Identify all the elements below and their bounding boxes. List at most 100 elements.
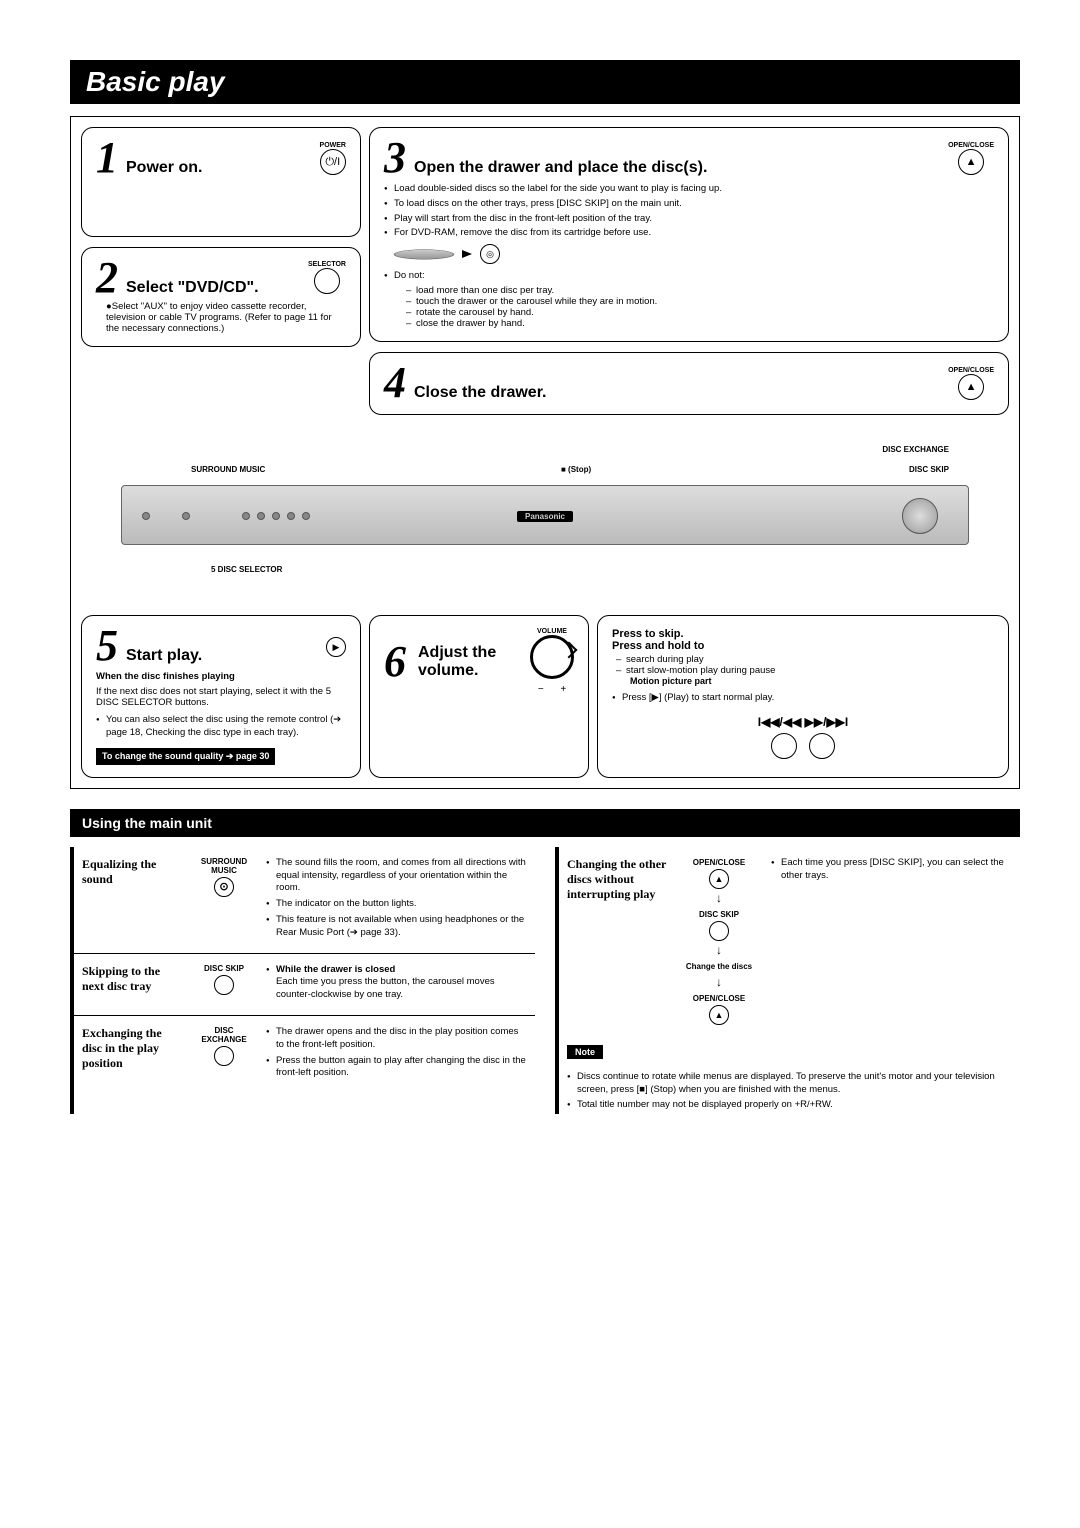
disc-image (391, 250, 457, 260)
selector-icon (314, 268, 340, 294)
device-btn-2 (182, 512, 190, 520)
step-6-title: Adjust the volume. (418, 644, 522, 679)
sound-quality-ref: To change the sound quality ➔ page 30 (96, 748, 275, 765)
volume-scale: − + (530, 684, 574, 695)
skip-direction-icons: I◀◀/◀◀ ▶▶/▶▶I (612, 715, 994, 729)
mu-eq-b2: The indicator on the button lights. (266, 898, 527, 911)
mu-skip-text: While the drawer is closed Each time you… (266, 964, 527, 1002)
device-disc-btn-1 (242, 512, 250, 520)
step-3-bullets: Load double-sided discs so the label for… (384, 183, 994, 240)
step-3-b4: For DVD-RAM, remove the disc from its ca… (384, 227, 994, 240)
step-6-box: 6 Adjust the volume. VOLUME − + (369, 615, 589, 778)
step-2-box: 2 Select "DVD/CD". SELECTOR ●Select "AUX… (81, 247, 361, 347)
donot-4: close the drawer by hand. (406, 318, 994, 329)
open-close-icon-1: ▲ (958, 149, 984, 175)
selector-label: SELECTOR (308, 261, 346, 268)
device-disc-btn-3 (272, 512, 280, 520)
donot-2: touch the drawer or the carousel while t… (406, 296, 994, 307)
content-frame: 1 Power on. POWER ⏻/I 2 Selec (70, 116, 1020, 789)
flow-arrow-1: ↓ (679, 889, 759, 908)
flow-eject-icon-2: ▲ (709, 1005, 729, 1025)
main-unit-grid: Equalizing the sound SURROUND MUSIC ⊙ Th… (70, 847, 1020, 1114)
step-2-title: Select "DVD/CD". (126, 279, 259, 297)
device-disc-btn-5 (302, 512, 310, 520)
device-disc-btn-4 (287, 512, 295, 520)
play-icon: ▶ (326, 637, 346, 657)
skip-box: Press to skip. Press and hold to search … (597, 615, 1009, 778)
skip-sublist: search during play start slow-motion pla… (612, 654, 994, 676)
device-body: Panasonic (121, 485, 969, 545)
mu-skip-title: Skipping to the next disc tray (82, 964, 182, 1005)
mu-exch-b2: Press the button again to play after cha… (266, 1055, 527, 1081)
mu-eq-label: SURROUND MUSIC (194, 857, 254, 875)
disc-exchange-icon (214, 1046, 234, 1066)
step-6-num: 6 (384, 644, 406, 679)
step-5-text: If the next disc does not start playing,… (96, 686, 346, 708)
disc-illustration-row: ◎ (394, 244, 994, 264)
power-label: POWER (320, 142, 346, 149)
donot-1: load more than one disc per tray. (406, 285, 994, 296)
mu-change-bullet: Each time you press [DISC SKIP], you can… (771, 857, 1012, 883)
step-3-box: 3 Open the drawer and place the disc(s).… (369, 127, 1009, 342)
mu-exch-label: DISC EXCHANGE (194, 1026, 254, 1044)
step-5-box: 5 Start play. ▶ When the disc finishes p… (81, 615, 361, 778)
stop-label: ■ (Stop) (561, 465, 591, 474)
step-3-donot-list: load more than one disc per tray. touch … (384, 285, 994, 329)
skip-sub1: search during play (616, 654, 994, 665)
step-2-num: 2 (96, 260, 118, 295)
skip-circles (612, 733, 994, 762)
flow-eject-icon-1: ▲ (709, 869, 729, 889)
device-power-btn (142, 512, 150, 520)
mu-change-title: Changing the other discs without interru… (567, 857, 667, 1026)
skip-bullet: Press [▶] (Play) to start normal play. (612, 692, 994, 705)
disc-target-icon: ◎ (480, 244, 500, 264)
note-b1: Discs continue to rotate while menus are… (567, 1071, 1012, 1097)
step-3-donot: Do not: (384, 270, 994, 283)
surround-music-label: SURROUND MUSIC (191, 465, 265, 474)
page-title-bar: Basic play (70, 60, 1020, 104)
arrow-right-icon (462, 250, 472, 258)
flow-arrow-3: ↓ (679, 973, 759, 992)
volume-label: VOLUME (530, 628, 574, 635)
mu-skip-row: Skipping to the next disc tray DISC SKIP… (74, 953, 535, 1015)
step-4-box: 4 Close the drawer. OPEN/CLOSE ▲ (369, 352, 1009, 415)
device-disc-btn-2 (257, 512, 265, 520)
mu-eq-b1: The sound fills the room, and comes from… (266, 857, 527, 895)
mu-equalizing-row: Equalizing the sound SURROUND MUSIC ⊙ Th… (74, 847, 535, 953)
step-1-box: 1 Power on. POWER ⏻/I (81, 127, 361, 237)
flow-arrow-2: ↓ (679, 941, 759, 960)
step-4-num: 4 (384, 365, 406, 400)
open-close-icon-2: ▲ (958, 374, 984, 400)
mu-change-row: Changing the other discs without interru… (559, 847, 1020, 1036)
flow-openclose-2: OPEN/CLOSE (679, 993, 759, 1006)
open-close-label-2: OPEN/CLOSE (948, 367, 994, 374)
device-volume-knob (902, 498, 938, 534)
donot-3: rotate the carousel by hand. (406, 307, 994, 318)
page-title: Basic play (86, 66, 1004, 98)
flow-skip-icon (709, 921, 729, 941)
step-3-b1: Load double-sided discs so the label for… (384, 183, 994, 196)
flow-openclose-1: OPEN/CLOSE (679, 857, 759, 870)
mu-eq-b3: This feature is not available when using… (266, 914, 527, 940)
mu-exchange-row: Exchanging the disc in the play position… (74, 1015, 535, 1093)
skip-bullet-list: Press [▶] (Play) to start normal play. (612, 692, 994, 705)
volume-knob-icon (530, 635, 574, 679)
disc-skip-label: DISC SKIP (909, 465, 949, 474)
step-5-title: Start play. (126, 647, 202, 665)
step-3-b3: Play will start from the disc in the fro… (384, 213, 994, 226)
note-b2: Total title number may not be displayed … (567, 1099, 1012, 1112)
power-icon: ⏻/I (320, 149, 346, 175)
mu-exch-b1: The drawer opens and the disc in the pla… (266, 1026, 527, 1052)
mu-skip-label: DISC SKIP (194, 964, 254, 973)
flow-discskip: DISC SKIP (679, 909, 759, 922)
press-hold-head: Press and hold to (612, 640, 994, 652)
skip-sub2: start slow-motion play during pause (616, 665, 994, 676)
step-2-note: ●Select "AUX" to enjoy video cassette re… (96, 301, 346, 334)
mu-exch-title: Exchanging the disc in the play position (82, 1026, 182, 1083)
step-5-bullet: You can also select the disc using the r… (96, 714, 346, 740)
press-skip-head: Press to skip. (612, 628, 994, 640)
disc-selector-label: 5 DISC SELECTOR (211, 565, 282, 574)
panasonic-logo: Panasonic (517, 511, 573, 522)
skip-fwd-icon (809, 733, 835, 759)
step-3-title: Open the drawer and place the disc(s). (414, 159, 707, 177)
